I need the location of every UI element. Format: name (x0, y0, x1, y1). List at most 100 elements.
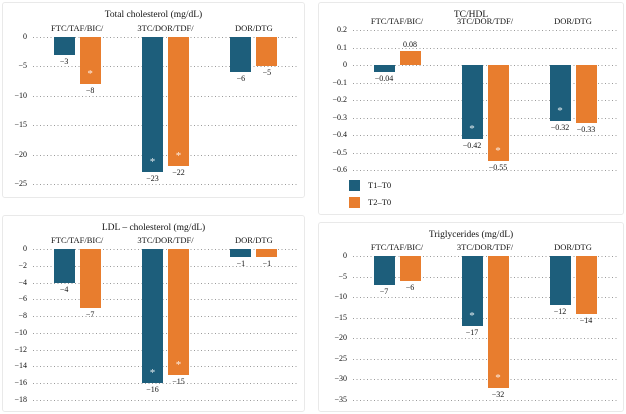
bar-t2 (487, 65, 509, 162)
y-axis-tick-label: 0 (23, 244, 27, 253)
bar-value-label: −15 (172, 376, 185, 386)
y-axis-tick-label: 0.2 (337, 25, 347, 34)
gridline (353, 379, 617, 381)
plot-area-total-cholesterol: 0 −5 −10 −15 −20 −25 FTC/TAF/BIC/ −3 −8 * 3TC/DOR/… (14, 23, 298, 188)
significance-asterisk: * (175, 358, 182, 371)
y-axis-tick-label: −6 (18, 294, 27, 304)
y-axis-tick-label: −20 (334, 333, 347, 343)
y-axis-tick-label: 0 (343, 60, 347, 69)
bar-value-label: −1 (236, 259, 246, 269)
bar-t2 (487, 256, 509, 388)
legend-label-t1: T1–T0 (368, 180, 392, 190)
group-label: DOR/DTG (554, 242, 592, 252)
gridline (33, 332, 298, 334)
group-label: FTC/TAF/BIC/ (370, 16, 424, 26)
significance-asterisk: * (87, 68, 93, 81)
y-axis-tick-label: −10 (14, 327, 27, 337)
y-axis-tick-label: −10 (334, 292, 347, 302)
plot-area-tc-hdl: 0.2 0.1 0 −0.1 −0.2 −0.3 −0.4 −0.5 −0.6 FTC/TAF/B… (332, 16, 617, 174)
group-label: 3TC/DOR/TDF/ (456, 242, 514, 252)
gridline (353, 30, 617, 31)
bar-value-label: −8 (85, 86, 95, 96)
y-axis-tick-label: −30 (334, 374, 347, 384)
bar-value-label: −32 (491, 389, 505, 399)
gridline (353, 100, 617, 101)
gridline (353, 276, 617, 278)
y-axis-tick-label: −10 (14, 90, 27, 100)
chart-title-triglycerides: Triglycerides (mg/dL) (428, 230, 514, 240)
bar-value-label: −23 (146, 174, 159, 184)
bar-t2 (168, 249, 189, 375)
panel-triglycerides: Triglycerides (mg/dL) 0 −5 −10 −15 −20 −25 −30… (318, 222, 624, 412)
gridline (353, 135, 617, 136)
gridline (353, 358, 617, 360)
y-axis-tick-label: −0.6 (332, 165, 347, 174)
gridline (33, 366, 298, 368)
gridline (353, 152, 617, 154)
gridline (353, 82, 617, 84)
significance-asterisk: * (469, 122, 475, 135)
bar-value-label: −0.42 (462, 140, 482, 150)
bar-t2 (575, 256, 597, 314)
gridline (33, 349, 298, 351)
group-label: 3TC/DOR/TDF/ (137, 23, 194, 33)
y-axis-tick-label: −0.3 (332, 112, 347, 122)
legend: T1–T0 T2–T0 (349, 179, 391, 213)
bar-value-label: −1 (262, 259, 272, 269)
bar-value-label: −12 (553, 307, 567, 317)
gridline (353, 297, 617, 299)
gridline (353, 65, 617, 66)
y-axis-tick-label: −15 (334, 312, 347, 322)
gridline (33, 265, 298, 267)
plot-area-triglycerides: 0 −5 −10 −15 −20 −25 −30 −35 FTC/TAF/BIC/ −7 −6 3TC… (334, 242, 617, 404)
group-label: 3TC/DOR/TDF/ (137, 235, 194, 245)
bar-t1 (142, 249, 163, 384)
bar-value-label: −6 (405, 282, 415, 292)
gridline (353, 400, 617, 401)
bar-value-label: −0.33 (576, 124, 596, 134)
y-axis-tick-label: −18 (14, 395, 27, 404)
gridline (33, 282, 298, 284)
gridline (33, 383, 298, 385)
significance-asterisk: * (495, 145, 501, 158)
significance-asterisk: * (175, 150, 182, 163)
bar-t1 (230, 37, 252, 73)
gridline (33, 249, 298, 250)
panel-tc-hdl: TC/HDL 0.2 0.1 0 −0.1 −0.2 −0.3 −0.4 −0.5 −0.6 FT… (318, 2, 624, 215)
y-axis-tick-label: −0.2 (332, 95, 347, 104)
bar-value-label: −22 (172, 168, 185, 178)
bar-value-label: −17 (465, 327, 479, 337)
bar-value-label: −6 (236, 74, 246, 84)
group-label: FTC/TAF/BIC/ (370, 242, 424, 252)
panel-ldl-cholesterol: LDL – cholesterol (mg/dL) 0 −2 −4 −6 −8 −10 −1… (2, 215, 305, 412)
gridline (353, 47, 617, 49)
bar-t2 (79, 37, 101, 85)
bar-t2 (399, 256, 421, 281)
t1-color-swatch (349, 179, 360, 191)
bar-t2 (399, 51, 421, 65)
legend-item-t1: T1–T0 (349, 179, 391, 191)
gridline (353, 170, 617, 171)
bar-value-label: −0.32 (550, 123, 570, 132)
gridline (353, 317, 617, 319)
y-axis-tick-label: −20 (14, 149, 27, 159)
y-axis-tick-label: −25 (334, 353, 347, 363)
group-label: DOR/DTG (234, 23, 273, 33)
y-axis-tick-label: −2 (18, 260, 27, 270)
significance-asterisk: * (469, 309, 475, 322)
gridline (353, 256, 617, 257)
y-axis-tick-label: −4 (18, 277, 27, 287)
legend-item-t2: T2–T0 (349, 196, 391, 208)
bar-value-label: −7 (85, 309, 95, 319)
bar-t1 (142, 37, 163, 173)
bar-value-label: −5 (262, 68, 272, 78)
bar-t1 (549, 65, 571, 121)
bar-t2 (256, 249, 278, 258)
bar-value-label: −14 (579, 315, 593, 325)
y-axis-tick-label: −15 (14, 120, 27, 130)
bar-t1 (53, 37, 75, 55)
panel-total-cholesterol: Total cholesterol (mg/dL) 0 −5 −10 −15 −20 −2… (2, 2, 305, 198)
gridline (33, 154, 298, 156)
group-label: FTC/TAF/BIC/ (51, 23, 104, 33)
